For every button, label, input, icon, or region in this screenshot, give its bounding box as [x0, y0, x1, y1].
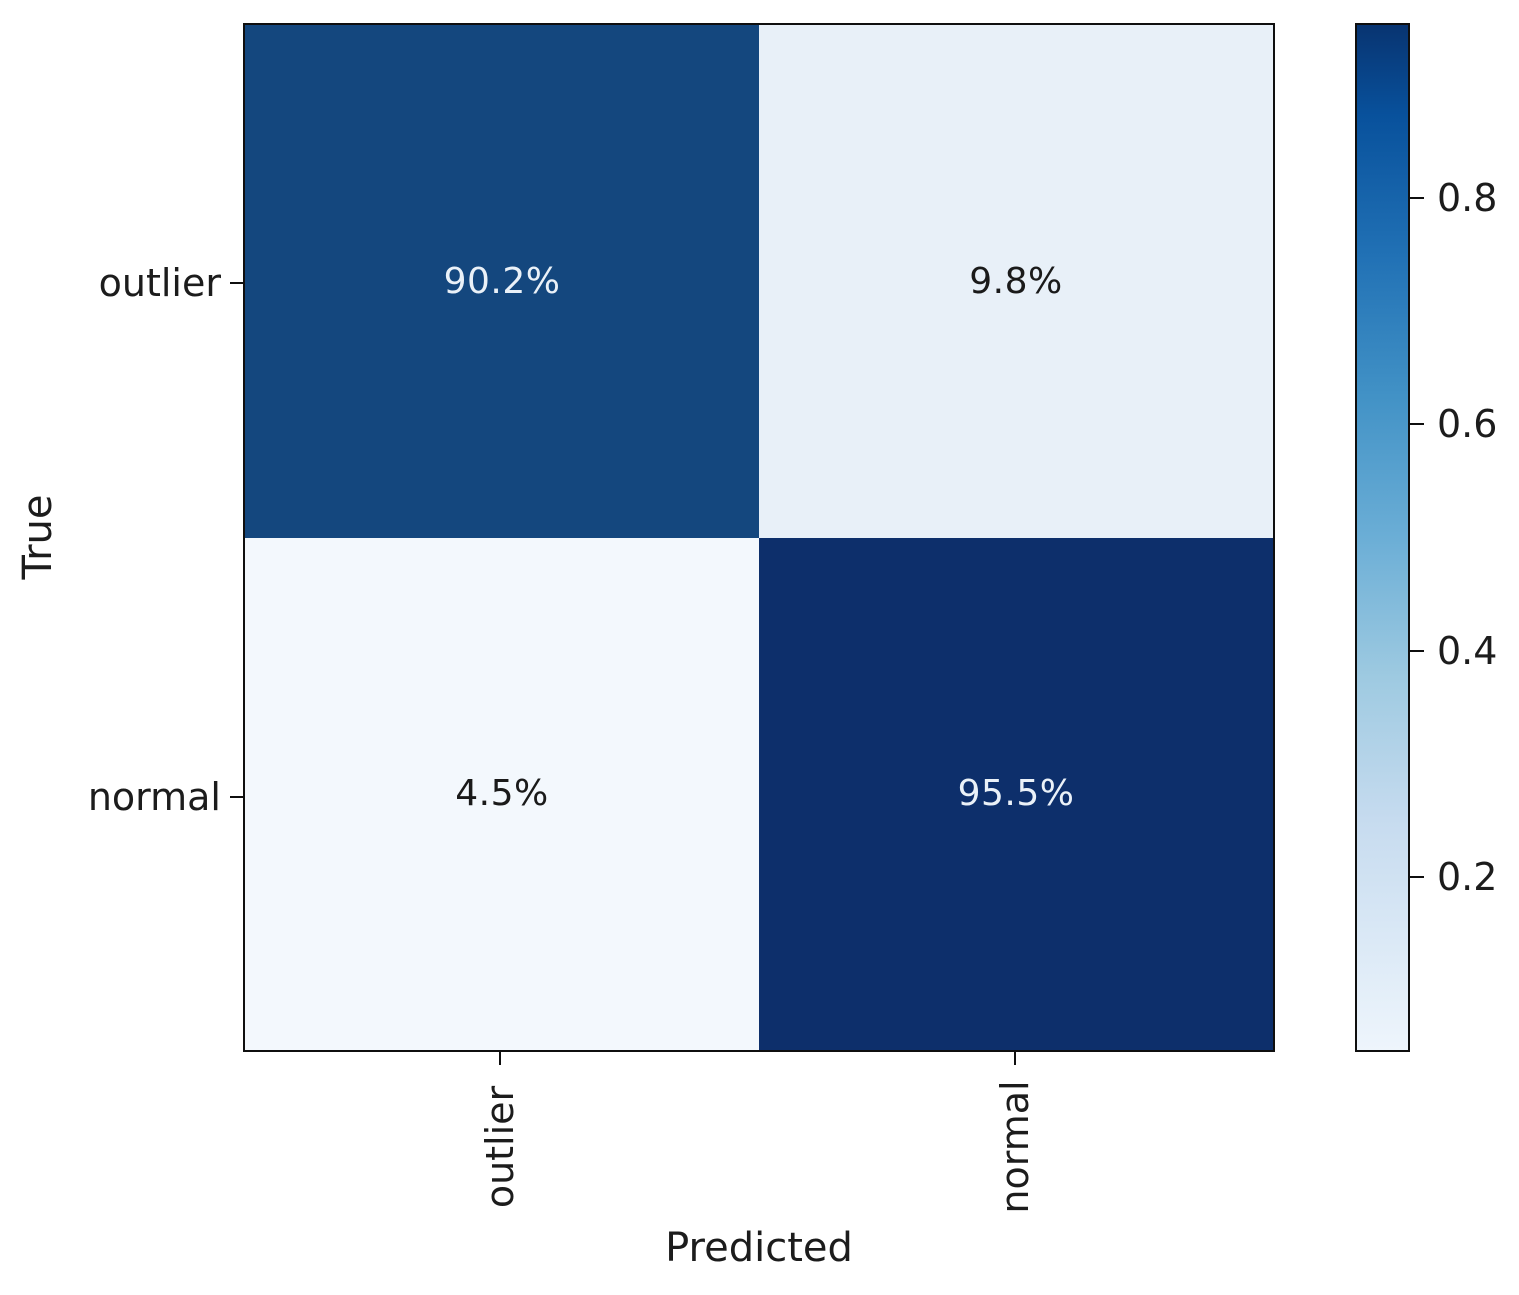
cell-true-outlier-pred-normal: 9.8%: [759, 25, 1273, 538]
cell-value-label: 95.5%: [957, 773, 1075, 815]
cell-true-outlier-pred-outlier: 90.2%: [245, 25, 759, 538]
y-axis-title: True: [15, 494, 61, 580]
cell-true-normal-pred-outlier: 4.5%: [245, 537, 759, 1050]
cell-true-normal-pred-normal: 95.5%: [759, 537, 1273, 1050]
colorbar-tick-label: 0.4: [1437, 628, 1498, 673]
colorbar-tick-mark: [1410, 875, 1424, 878]
x-tick-mark-outlier: [499, 1052, 501, 1065]
x-axis-title: Predicted: [665, 1225, 853, 1271]
colorbar-tick-mark: [1410, 423, 1424, 426]
cell-value-label: 9.8%: [969, 260, 1063, 302]
x-tick-label-normal: normal: [993, 1080, 1037, 1214]
colorbar-tick-label: 0.2: [1437, 854, 1498, 899]
y-tick-label-normal: normal: [87, 775, 221, 819]
colorbar-tick-mark: [1410, 197, 1424, 200]
colorbar-tick-mark: [1410, 649, 1424, 652]
y-tick-label-outlier: outlier: [98, 261, 221, 305]
x-tick-mark-normal: [1014, 1052, 1016, 1065]
y-tick-mark-normal: [230, 796, 243, 798]
colorbar-tick-label: 0.6: [1437, 402, 1498, 447]
y-tick-mark-outlier: [230, 282, 243, 284]
colorbar-tick-label: 0.8: [1437, 176, 1498, 221]
cell-value-label: 4.5%: [455, 773, 549, 815]
x-tick-label-outlier: outlier: [478, 1085, 522, 1209]
colorbar: [1355, 23, 1410, 1052]
cell-value-label: 90.2%: [443, 260, 561, 302]
heatmap-axes: 90.2% 9.8% 4.5% 95.5%: [243, 23, 1275, 1052]
